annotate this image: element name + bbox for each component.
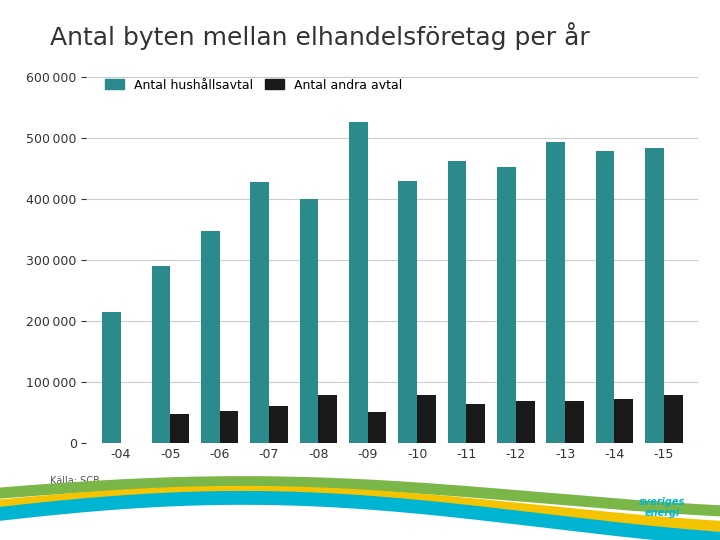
Bar bbox=[664, 395, 683, 443]
Bar bbox=[448, 161, 467, 443]
Bar bbox=[318, 395, 337, 443]
Bar bbox=[497, 167, 516, 443]
Bar bbox=[546, 142, 565, 443]
Bar bbox=[398, 181, 417, 443]
Bar bbox=[595, 151, 614, 443]
Text: Antal byten mellan elhandelsföretag per år: Antal byten mellan elhandelsföretag per … bbox=[50, 22, 590, 50]
Bar bbox=[220, 411, 238, 443]
Bar bbox=[251, 182, 269, 443]
Bar bbox=[269, 406, 288, 443]
Bar bbox=[201, 231, 220, 443]
Bar bbox=[368, 413, 387, 443]
Bar bbox=[516, 401, 534, 443]
Bar bbox=[645, 148, 664, 443]
Bar bbox=[349, 122, 368, 443]
Bar bbox=[102, 312, 121, 443]
Bar bbox=[151, 266, 171, 443]
Bar bbox=[565, 401, 584, 443]
Text: Källa: SCB: Källa: SCB bbox=[50, 476, 100, 486]
Text: sveriges
energi: sveriges energi bbox=[639, 497, 685, 518]
Bar bbox=[417, 395, 436, 443]
Bar bbox=[300, 199, 318, 443]
Bar bbox=[171, 414, 189, 443]
Bar bbox=[614, 399, 634, 443]
Bar bbox=[467, 404, 485, 443]
Legend: Antal hushållsavtal, Antal andra avtal: Antal hushållsavtal, Antal andra avtal bbox=[105, 79, 402, 92]
